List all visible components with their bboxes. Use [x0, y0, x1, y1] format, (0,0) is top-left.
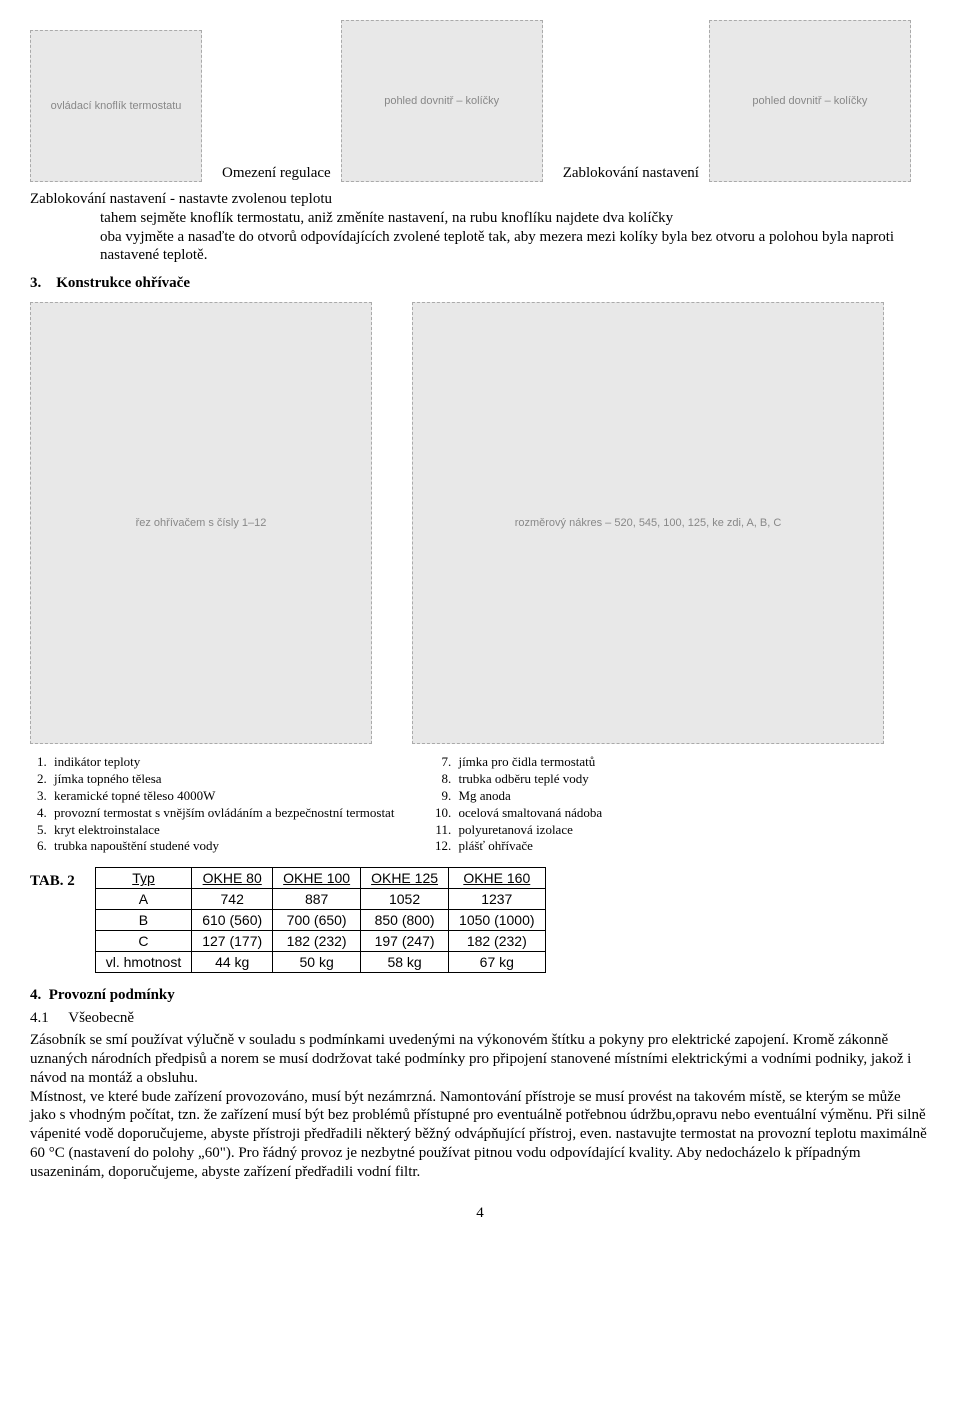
cell: 850 (800) [361, 910, 449, 931]
dimensions-diagram: rozměrový nákres – 520, 545, 100, 125, k… [412, 302, 884, 744]
legend-item: keramické topné těleso 4000W [50, 788, 394, 805]
cell: 182 (232) [449, 931, 546, 952]
section4-num: 4. [30, 987, 41, 1003]
legend-item: plášť ohřívače [454, 838, 602, 855]
row-head: A [95, 889, 191, 910]
fig-knob: ovládací knoflík termostatu [30, 30, 202, 182]
cell: 127 (177) [192, 931, 273, 952]
cell: 44 kg [192, 952, 273, 973]
legend-item: jímka pro čidla termostatů [454, 754, 602, 771]
cell: 1050 (1000) [449, 910, 546, 931]
intro-line2: oba vyjměte a nasaďte do otvorů odpovída… [100, 228, 930, 266]
legend-col-right: jímka pro čidla termostatů trubka odběru… [434, 754, 602, 855]
intro-line1: tahem sejměte knoflík termostatu, aniž z… [100, 209, 930, 228]
intro-block: Zablokování nastavení - nastavte zvoleno… [30, 190, 930, 265]
section4-body: Zásobník se smí používat výlučně v soula… [30, 1031, 930, 1181]
legend-col-left: indikátor teploty jímka topného tělesa k… [30, 754, 394, 855]
section4-1-title: Všeobecně [68, 1010, 134, 1026]
cell: 182 (232) [273, 931, 361, 952]
legend-item: indikátor teploty [50, 754, 394, 771]
top-figure-row: ovládací knoflík termostatu Omezení regu… [30, 20, 930, 182]
th-type: Typ [95, 868, 191, 889]
cutaway-diagram: řez ohřívačem s čísly 1–12 [30, 302, 372, 744]
table-row: vl. hmotnost 44 kg 50 kg 58 kg 67 kg [95, 952, 545, 973]
page-number: 4 [30, 1205, 930, 1222]
table-block: TAB. 2 Typ OKHE 80 OKHE 100 OKHE 125 OKH… [30, 867, 930, 973]
table-row: B 610 (560) 700 (650) 850 (800) 1050 (10… [95, 910, 545, 931]
legend-item: trubka odběru teplé vody [454, 771, 602, 788]
th-col: OKHE 125 [361, 868, 449, 889]
knob-image: ovládací knoflík termostatu [30, 30, 202, 182]
table-header-row: Typ OKHE 80 OKHE 100 OKHE 125 OKHE 160 [95, 868, 545, 889]
cell: 1237 [449, 889, 546, 910]
th-col: OKHE 160 [449, 868, 546, 889]
table-row: C 127 (177) 182 (232) 197 (247) 182 (232… [95, 931, 545, 952]
cell: 58 kg [361, 952, 449, 973]
dial-image-left: pohled dovnitř – kolíčky [341, 20, 543, 182]
caption-left: Omezení regulace [222, 165, 331, 182]
table-row: A 742 887 1052 1237 [95, 889, 545, 910]
cell: 197 (247) [361, 931, 449, 952]
th-col: OKHE 100 [273, 868, 361, 889]
fig-dial-left: Omezení regulace pohled dovnitř – kolíčk… [222, 20, 543, 182]
section3-num: 3. [30, 275, 41, 291]
cell: 67 kg [449, 952, 546, 973]
intro-heading: Zablokování nastavení - nastavte zvoleno… [30, 191, 332, 207]
cell: 887 [273, 889, 361, 910]
cell: 1052 [361, 889, 449, 910]
th-col: OKHE 80 [192, 868, 273, 889]
cell: 742 [192, 889, 273, 910]
section4-1-num: 4.1 [30, 1010, 49, 1026]
caption-right: Zablokování nastavení [563, 165, 699, 182]
dial-image-right: pohled dovnitř – kolíčky [709, 20, 911, 182]
section4-1-heading: 4.1 Všeobecně [30, 1010, 930, 1027]
section3-heading: 3. Konstrukce ohřívače [30, 275, 930, 292]
row-head: vl. hmotnost [95, 952, 191, 973]
row-head: B [95, 910, 191, 931]
table-label: TAB. 2 [30, 867, 75, 890]
diagram-row: řez ohřívačem s čísly 1–12 rozměrový nák… [30, 302, 930, 744]
spec-table: Typ OKHE 80 OKHE 100 OKHE 125 OKHE 160 A… [95, 867, 546, 973]
legend: indikátor teploty jímka topného tělesa k… [30, 754, 930, 855]
section4-title: Provozní podmínky [49, 987, 175, 1003]
legend-item: jímka topného tělesa [50, 771, 394, 788]
legend-item: ocelová smaltovaná nádoba [454, 805, 602, 822]
legend-item: polyuretanová izolace [454, 822, 602, 839]
section4-heading: 4. Provozní podmínky [30, 987, 930, 1004]
legend-item: provozní termostat s vnějším ovládáním a… [50, 805, 394, 822]
cell: 50 kg [273, 952, 361, 973]
cell: 700 (650) [273, 910, 361, 931]
legend-item: Mg anoda [454, 788, 602, 805]
cell: 610 (560) [192, 910, 273, 931]
legend-item: trubka napouštění studené vody [50, 838, 394, 855]
fig-dial-right: Zablokování nastavení pohled dovnitř – k… [563, 20, 911, 182]
legend-item: kryt elektroinstalace [50, 822, 394, 839]
row-head: C [95, 931, 191, 952]
section3-title: Konstrukce ohřívače [56, 275, 190, 291]
